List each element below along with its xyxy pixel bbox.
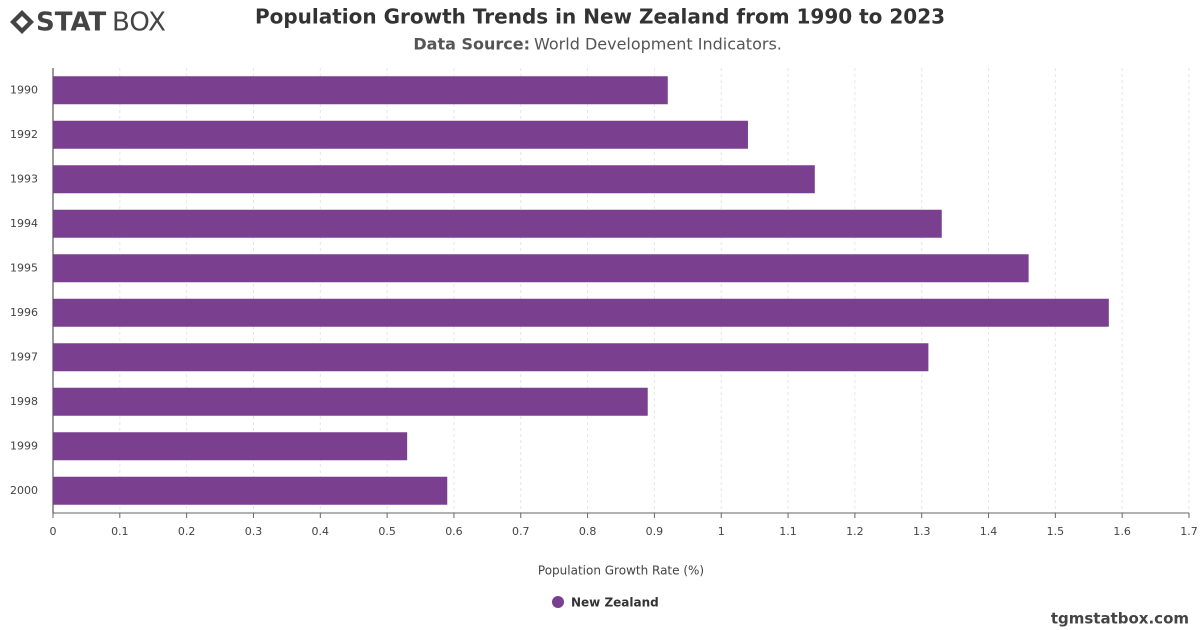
y-tick-label: 1998 xyxy=(10,395,38,408)
bar xyxy=(53,254,1029,283)
subtitle: World Development Indicators. xyxy=(534,35,782,54)
x-tick-label: 0.6 xyxy=(445,525,463,538)
bar xyxy=(53,165,815,194)
bar xyxy=(53,476,448,505)
y-tick-label: 1999 xyxy=(10,439,38,452)
x-tick-label: 1.6 xyxy=(1113,525,1131,538)
y-tick-label: 1992 xyxy=(10,128,38,141)
logo-icon xyxy=(10,10,34,34)
x-tick-label: 0 xyxy=(50,525,57,538)
logo-light: BOX xyxy=(112,8,166,38)
footer: tgmstatbox.com xyxy=(1051,610,1189,628)
chart-title: Population Growth Trends in New Zealand … xyxy=(255,5,945,29)
x-tick-label: 0.4 xyxy=(312,525,330,538)
x-tick-label: 1.3 xyxy=(913,525,931,538)
y-tick-label: 1995 xyxy=(10,261,38,274)
legend-label: New Zealand xyxy=(571,596,659,610)
y-tick-label: 2000 xyxy=(10,484,38,497)
x-tick-label: 1.4 xyxy=(980,525,998,538)
x-tick-label: 0.3 xyxy=(245,525,263,538)
x-tick-label: 1.5 xyxy=(1047,525,1065,538)
bar xyxy=(53,298,1109,327)
x-tick-label: 0.8 xyxy=(579,525,597,538)
x-tick-label: 0.7 xyxy=(512,525,530,538)
legend-marker xyxy=(552,596,564,608)
subtitle-label: Data Source: xyxy=(413,35,530,54)
logo: STAT BOX xyxy=(10,8,166,38)
x-tick-label: 1.2 xyxy=(846,525,864,538)
x-tick-label: 1 xyxy=(718,525,725,538)
logo-bold: STAT xyxy=(36,8,107,38)
x-axis-label: Population Growth Rate (%) xyxy=(538,564,704,578)
x-tick-label: 0.9 xyxy=(646,525,664,538)
x-tick-label: 0.2 xyxy=(178,525,196,538)
y-tick-label: 1997 xyxy=(10,350,38,363)
x-tick-label: 0.5 xyxy=(378,525,396,538)
bar xyxy=(53,387,648,416)
bar xyxy=(53,343,929,372)
x-tick-label: 1.1 xyxy=(779,525,797,538)
x-tick-label: 1.7 xyxy=(1180,525,1198,538)
y-tick-label: 1990 xyxy=(10,83,38,96)
y-tick-label: 1993 xyxy=(10,172,38,185)
bar xyxy=(53,76,668,105)
bar xyxy=(53,432,408,461)
y-tick-label: 1996 xyxy=(10,306,38,319)
bar xyxy=(53,120,748,149)
x-tick-label: 0.1 xyxy=(111,525,129,538)
y-tick-label: 1994 xyxy=(10,217,38,230)
bar xyxy=(53,209,942,238)
